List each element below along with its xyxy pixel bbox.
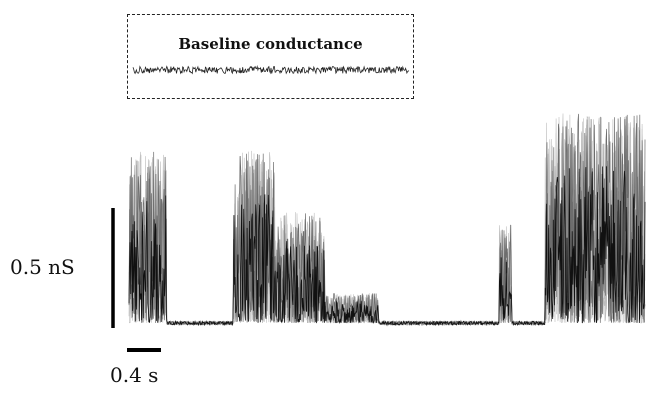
baseline-trace: [132, 65, 410, 75]
trace-sweep-6: [128, 166, 646, 327]
trace-sweep-4: [128, 113, 646, 326]
vertical-scale-label: 0.5 nS: [10, 255, 75, 279]
inset-title: Baseline conductance: [178, 35, 363, 53]
baseline-inset: Baseline conductance: [127, 14, 414, 99]
baseline-trace-line: [132, 65, 410, 75]
conductance-trace: [128, 113, 646, 327]
horizontal-scale-label: 0.4 s: [110, 363, 159, 387]
